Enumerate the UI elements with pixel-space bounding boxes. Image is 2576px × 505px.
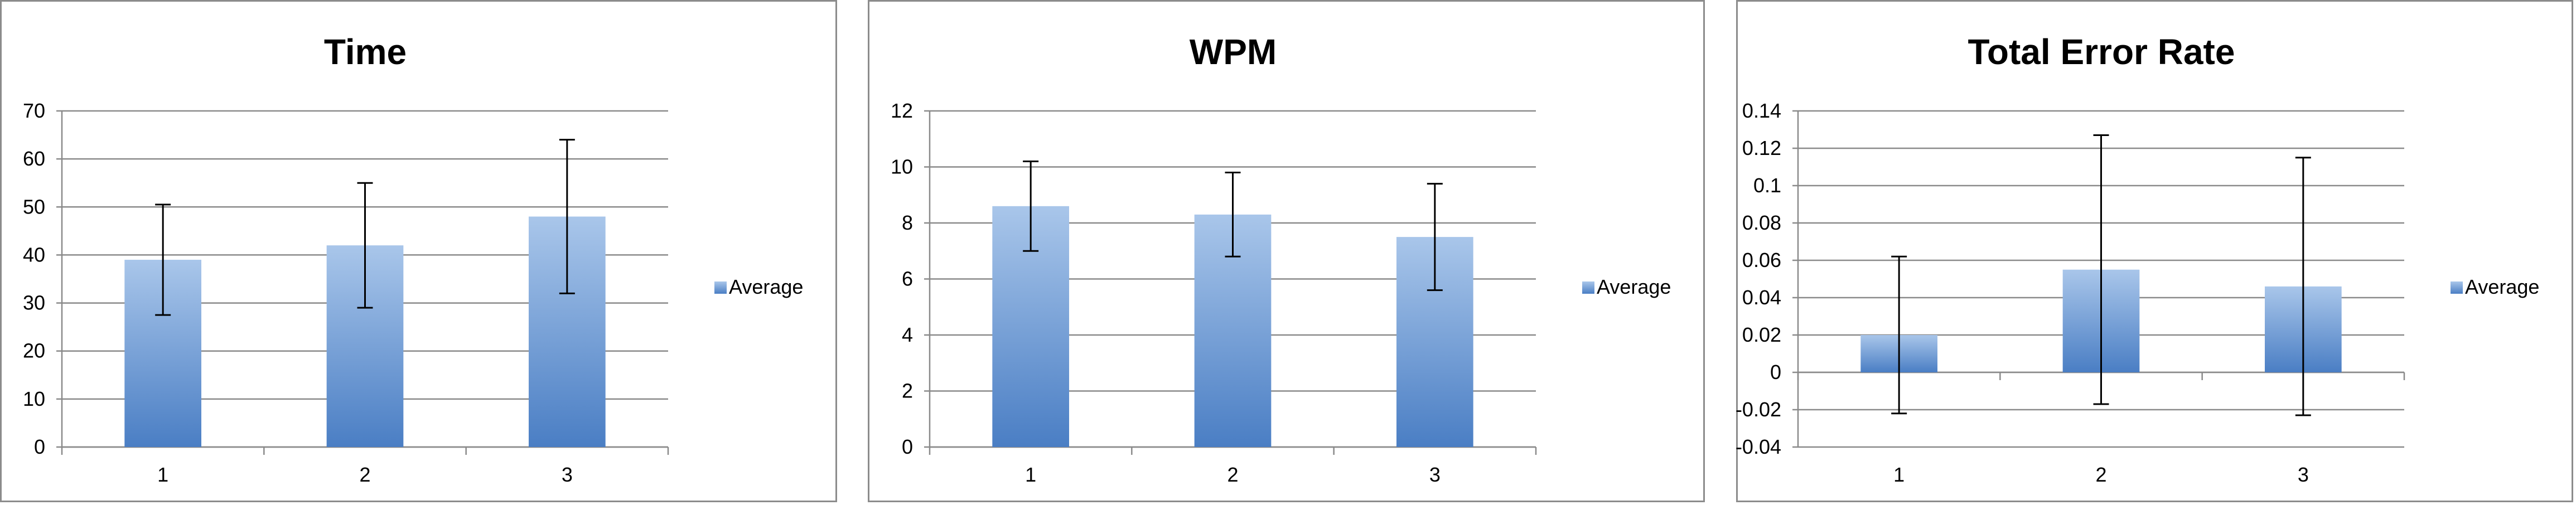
y-tick-label: 30 (23, 292, 45, 314)
y-tick-label: 50 (23, 195, 45, 218)
y-tick-label: 6 (902, 268, 913, 290)
y-tick-label: 0 (902, 435, 913, 458)
y-tick-label: 0.04 (1742, 286, 1781, 309)
y-tick-label: 60 (23, 147, 45, 170)
y-tick-label: 40 (23, 243, 45, 266)
legend-swatch (714, 281, 727, 294)
x-tick-label: 1 (157, 463, 168, 486)
x-tick-label: 3 (562, 463, 573, 486)
x-tick-label: 3 (1429, 463, 1441, 486)
chart-svg-total-error-rate: Total Error Rate -0.04 -0.02 0 0.02 0.04 0.06 0… (1736, 32, 2540, 486)
y-tick-label: 0.06 (1742, 249, 1781, 271)
y-tick-label: 0.14 (1742, 99, 1781, 122)
y-tick-label: 0.02 (1742, 323, 1781, 346)
y-tick-label: 12 (891, 99, 913, 122)
y-tick-label: 0 (34, 435, 45, 458)
chart-svg-time: Time 0 10 20 30 40 50 60 70 1 2 3 Average (23, 32, 803, 486)
y-tick-label: 4 (902, 323, 913, 346)
chart-title: Total Error Rate (1968, 32, 2235, 72)
chart-title: Time (324, 32, 407, 72)
y-tick-label: 0.08 (1742, 211, 1781, 234)
legend-label: Average (2465, 275, 2539, 298)
y-tick-label: 0.1 (1753, 174, 1781, 197)
x-tick-label: 2 (359, 463, 370, 486)
x-tick-label: 1 (1893, 463, 1905, 486)
legend-label: Average (1597, 275, 1671, 298)
y-tick-label: 0.12 (1742, 137, 1781, 159)
legend-label: Average (729, 275, 803, 298)
x-tick-label: 1 (1025, 463, 1036, 486)
chart-panel-wpm: WPM 0 2 4 6 8 10 12 1 2 3 Average (868, 0, 1705, 502)
chart-title: WPM (1190, 32, 1277, 72)
chart-panel-total-error-rate: Total Error Rate -0.04 -0.02 0 0.02 0.04 0.06 0… (1736, 0, 2573, 502)
y-tick-label: -0.04 (1736, 435, 1781, 458)
y-tick-label: 70 (23, 99, 45, 122)
legend-swatch (1582, 281, 1594, 294)
x-tick-label: 2 (1227, 463, 1238, 486)
y-tick-label: 10 (23, 387, 45, 410)
y-tick-label: 8 (902, 211, 913, 234)
y-tick-label: 0 (1770, 361, 1781, 383)
y-tick-label: -0.02 (1736, 398, 1781, 421)
chart-panel-time: Time 0 10 20 30 40 50 60 70 1 2 3 Average (0, 0, 837, 502)
x-tick-label: 2 (2095, 463, 2106, 486)
y-tick-label: 20 (23, 339, 45, 362)
x-tick-label: 3 (2298, 463, 2309, 486)
y-tick-label: 2 (902, 380, 913, 402)
legend-swatch (2451, 281, 2463, 294)
y-tick-label: 10 (891, 156, 913, 178)
